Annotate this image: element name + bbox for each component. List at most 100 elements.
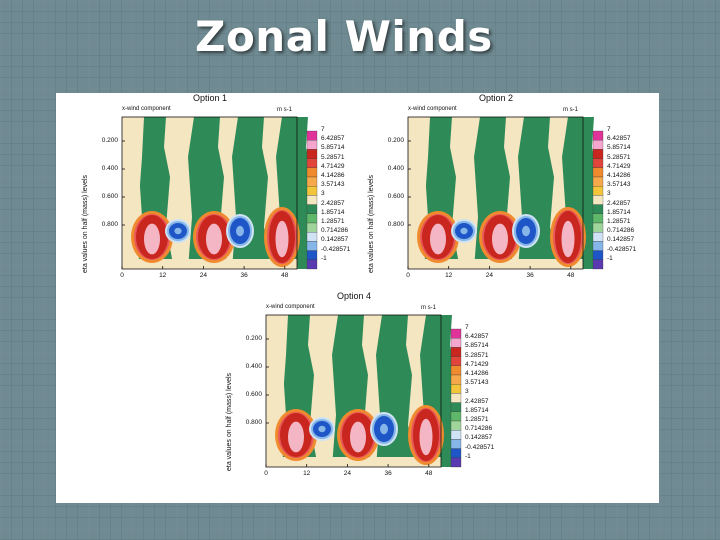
colorbar-swatch xyxy=(306,186,318,196)
panel-title: Option 4 xyxy=(337,291,372,301)
x-tick-label: 0 xyxy=(406,272,410,279)
colorbar-swatch xyxy=(450,411,462,422)
panel-title: Option 1 xyxy=(193,93,228,103)
colorbar-swatch xyxy=(450,448,462,458)
colorbar-label: 7 xyxy=(465,324,469,331)
y-tick-label: 0.800 xyxy=(245,419,262,426)
colorbar-label: 7 xyxy=(321,126,325,133)
component-label: x-wind component xyxy=(122,106,171,112)
colorbar-swatch xyxy=(450,384,462,394)
colorbar-label: -0.428571 xyxy=(607,245,637,253)
colorbar-label: 3 xyxy=(465,388,469,396)
colorbar-swatch xyxy=(450,393,462,403)
colorbar-swatch xyxy=(592,213,604,224)
colorbar-label: -1 xyxy=(321,254,327,262)
colorbar-label: 1.85714 xyxy=(465,406,489,414)
y-tick-label: 0.200 xyxy=(387,137,404,144)
pink-core xyxy=(419,418,433,456)
colorbar-label: 0.142857 xyxy=(607,236,635,244)
units-label: m s-1 xyxy=(421,305,436,311)
colorbar-swatch xyxy=(450,420,462,431)
y-axis-label: eta values on half (mass) levels xyxy=(368,174,375,273)
units-label: m s-1 xyxy=(563,107,578,113)
colorbar-swatch xyxy=(306,232,318,242)
colorbar-label: 3.57143 xyxy=(465,379,489,387)
contour-plot xyxy=(265,314,460,468)
colorbar-label: 0.714286 xyxy=(321,227,349,235)
colorbar-label: 0.714286 xyxy=(465,425,493,433)
colorbar xyxy=(592,130,604,270)
colorbar-label: 2.42857 xyxy=(607,199,631,207)
colorbar-label: -0.428571 xyxy=(465,443,495,451)
pink-core xyxy=(492,223,508,255)
colorbar-swatch xyxy=(306,149,318,159)
colorbar-swatch xyxy=(592,232,604,242)
bottom-strip xyxy=(122,259,297,269)
figure-area: Option 1 x-wind component m s-1 eta values … xyxy=(56,93,659,503)
colorbar-swatch xyxy=(592,204,604,214)
x-tick-label: 36 xyxy=(384,470,392,477)
beige-region xyxy=(122,117,144,269)
colorbar-label: 2.42857 xyxy=(321,199,345,207)
pink-core xyxy=(144,223,160,255)
plot-frame xyxy=(265,314,442,468)
colorbar-swatch xyxy=(450,402,462,412)
panel-option-4: Option 4 x-wind component m s-1 eta values … xyxy=(226,291,511,489)
contour-plot xyxy=(121,116,316,270)
colorbar-swatch xyxy=(306,195,318,205)
colorbar-swatch xyxy=(592,158,604,168)
colorbar-swatch xyxy=(592,195,604,205)
y-tick-label: 0.400 xyxy=(245,363,262,370)
blue-core xyxy=(318,425,326,433)
panel-title: Option 2 xyxy=(479,93,514,103)
colorbar-label: 5.28571 xyxy=(465,351,489,359)
colorbar-swatch xyxy=(450,338,462,348)
colorbar-label: 0.142857 xyxy=(321,236,349,244)
colorbar-swatch xyxy=(592,130,604,141)
units-label: m s-1 xyxy=(277,107,292,113)
colorbar-swatch xyxy=(450,457,462,468)
colorbar-swatch xyxy=(450,328,462,339)
colorbar-label: 5.85714 xyxy=(607,144,631,152)
colorbar-swatch xyxy=(450,356,462,366)
colorbar-swatch xyxy=(306,259,318,270)
x-tick-label: 48 xyxy=(425,470,433,477)
colorbar xyxy=(306,130,318,270)
colorbar-swatch xyxy=(306,158,318,168)
pink-core xyxy=(206,223,222,255)
colorbar-swatch xyxy=(592,140,604,150)
x-tick-label: 12 xyxy=(303,470,311,477)
colorbar-label: 1.28571 xyxy=(321,218,345,225)
colorbar-label: -1 xyxy=(465,452,471,460)
colorbar-label: 5.85714 xyxy=(465,342,489,350)
colorbar-swatch xyxy=(306,140,318,150)
x-tick-label: 48 xyxy=(567,272,575,279)
bottom-strip xyxy=(266,457,441,467)
contour-plot xyxy=(407,116,602,270)
colorbar-swatch xyxy=(592,149,604,159)
colorbar-swatch xyxy=(306,213,318,224)
colorbar-swatch xyxy=(450,439,462,449)
y-tick-label: 0.800 xyxy=(387,221,404,228)
blue-core xyxy=(236,225,244,237)
colorbar-label: 5.28571 xyxy=(607,153,631,161)
colorbar-swatch xyxy=(592,167,604,178)
beige-region xyxy=(266,315,288,467)
y-tick-label: 0.400 xyxy=(387,165,404,172)
colorbar-label: 1.28571 xyxy=(607,218,631,225)
colorbar-swatch xyxy=(306,222,318,233)
colorbar-swatch xyxy=(592,259,604,270)
pink-core xyxy=(430,223,446,255)
x-tick-label: 12 xyxy=(445,272,453,279)
bottom-strip xyxy=(408,259,583,269)
colorbar-label: 4.71429 xyxy=(321,162,345,170)
x-tick-label: 24 xyxy=(199,272,207,279)
colorbar-label: 3 xyxy=(321,190,325,198)
colorbar-swatch xyxy=(306,130,318,141)
plot-frame xyxy=(121,116,298,270)
slide-title: Zonal Winds xyxy=(195,12,493,61)
colorbar-label: 4.14286 xyxy=(607,172,631,179)
colorbar-swatch xyxy=(592,241,604,251)
pink-core xyxy=(288,421,304,453)
colorbar-label: 1.85714 xyxy=(321,208,345,216)
